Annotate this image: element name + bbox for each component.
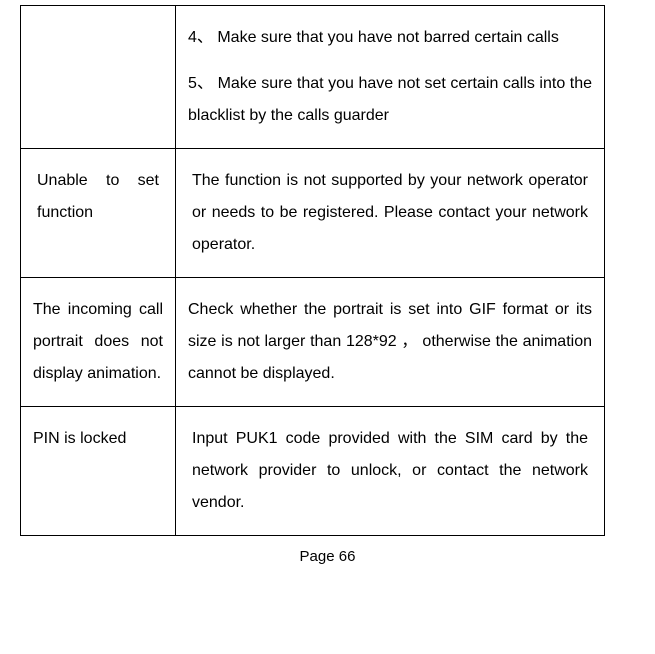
- table-row: 4、 Make sure that you have not barred ce…: [21, 6, 605, 149]
- solution-text: Check whether the portrait is set into G…: [188, 301, 592, 382]
- problem-cell: The incoming call portrait does not disp…: [21, 278, 176, 407]
- problem-cell: Unable to set function: [21, 149, 176, 278]
- solution-paragraph: 5、 Make sure that you have not set certa…: [188, 68, 592, 132]
- solution-cell: 4、 Make sure that you have not barred ce…: [176, 6, 605, 149]
- solution-cell: Check whether the portrait is set into G…: [176, 278, 605, 407]
- table-row: PIN is locked Input PUK1 code provided w…: [21, 407, 605, 536]
- problem-cell: PIN is locked: [21, 407, 176, 536]
- solution-cell: Input PUK1 code provided with the SIM ca…: [176, 407, 605, 536]
- table-row: The incoming call portrait does not disp…: [21, 278, 605, 407]
- troubleshooting-table-container: 4、 Make sure that you have not barred ce…: [20, 5, 605, 536]
- problem-text: The incoming call portrait does not disp…: [33, 301, 163, 382]
- troubleshooting-table: 4、 Make sure that you have not barred ce…: [20, 5, 605, 536]
- problem-text: Unable to set function: [33, 165, 163, 229]
- problem-text: PIN is locked: [33, 430, 126, 447]
- solution-text: Input PUK1 code provided with the SIM ca…: [188, 423, 592, 519]
- table-row: Unable to set function The function is n…: [21, 149, 605, 278]
- page-number: Page 66: [0, 548, 655, 565]
- problem-cell: [21, 6, 176, 149]
- solution-cell: The function is not supported by your ne…: [176, 149, 605, 278]
- solution-text: The function is not supported by your ne…: [188, 165, 592, 261]
- solution-paragraph: 4、 Make sure that you have not barred ce…: [188, 22, 592, 54]
